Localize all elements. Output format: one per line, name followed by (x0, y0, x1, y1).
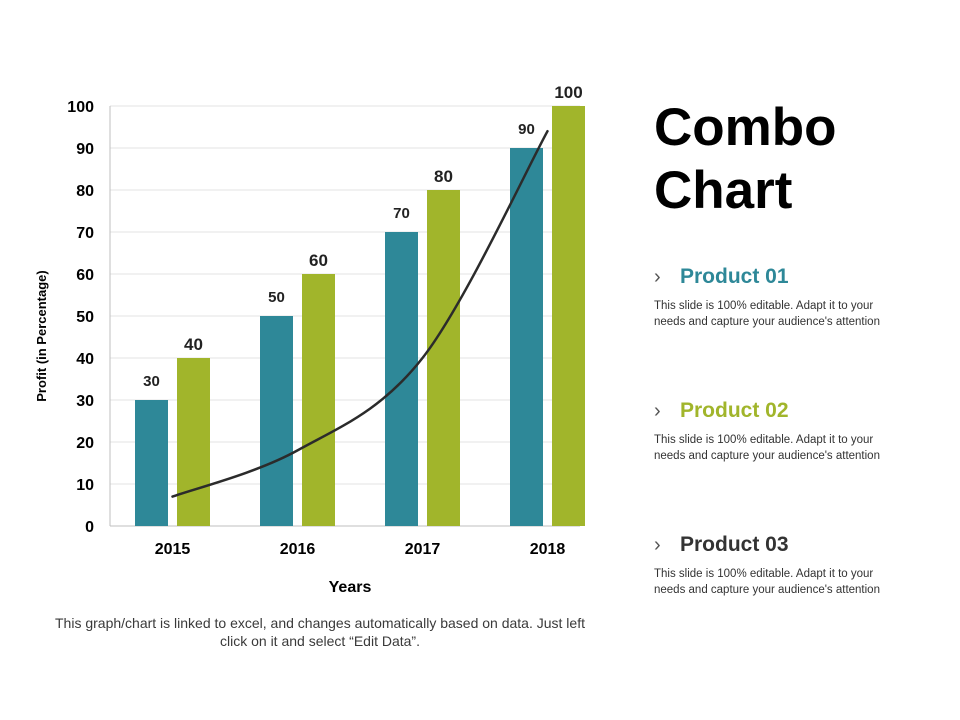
product-name: Product 03 (680, 533, 789, 556)
chevron-right-icon: › (654, 400, 661, 422)
chevron-right-icon: › (654, 534, 661, 556)
x-tick-label: 2016 (280, 541, 316, 558)
x-tick-label: 2015 (155, 541, 191, 558)
product-name: Product 02 (680, 399, 789, 422)
chart-bars (135, 106, 585, 526)
x-tick-label: 2017 (405, 541, 441, 558)
product-item-01: › Product 01 This slide is 100% editable… (654, 264, 904, 330)
product-description: This slide is 100% editable. Adapt it to… (654, 434, 880, 462)
y-tick-label: 80 (76, 183, 94, 200)
y-tick-label: 90 (76, 141, 94, 158)
chart-caption: This graph/chart is linked to excel, and… (55, 615, 585, 649)
bar (385, 232, 418, 526)
chart-labels: 30 50 70 90 40 60 80 100 (143, 83, 583, 390)
bar-value-label: 40 (184, 335, 203, 354)
x-axis-title: Years (329, 579, 372, 596)
y-tick-label: 30 (76, 393, 94, 410)
y-tick-label: 70 (76, 225, 94, 242)
bar-value-label: 70 (393, 205, 410, 222)
y-tick-label: 40 (76, 351, 94, 368)
x-tick-label: 2018 (530, 541, 566, 558)
chevron-right-icon: › (654, 266, 661, 288)
bar-value-label: 100 (554, 83, 582, 102)
bar (135, 400, 168, 526)
product-name: Product 01 (680, 265, 789, 288)
product-description: This slide is 100% editable. Adapt it to… (654, 568, 880, 596)
y-tick-label: 60 (76, 267, 94, 284)
y-tick-label: 10 (76, 477, 94, 494)
y-axis-title: Profit (in Percentage) (34, 270, 49, 401)
bar-value-label: 50 (268, 289, 285, 306)
chart-lines (171, 129, 549, 498)
bar-value-label: 60 (309, 251, 328, 270)
chart-ticks: 0 10 20 30 40 50 60 70 80 90 100 2015 2016 2017 2018 (67, 99, 565, 558)
page-title: Combo Chart (654, 98, 837, 220)
bar (177, 358, 210, 526)
bar (552, 106, 585, 526)
bar-value-label: 90 (518, 121, 535, 138)
bar-value-label: 80 (434, 167, 453, 186)
bar-value-label: 30 (143, 373, 160, 390)
bar (510, 148, 543, 526)
bar (427, 190, 460, 526)
y-tick-label: 100 (67, 99, 94, 116)
series-line (171, 129, 549, 498)
y-tick-label: 50 (76, 309, 94, 326)
product-item-03: › Product 03 This slide is 100% editable… (654, 532, 904, 598)
y-tick-label: 0 (85, 519, 94, 536)
y-tick-label: 20 (76, 435, 94, 452)
bar (260, 316, 293, 526)
bar (302, 274, 335, 526)
product-item-02: › Product 02 This slide is 100% editable… (654, 398, 904, 464)
product-description: This slide is 100% editable. Adapt it to… (654, 300, 880, 328)
